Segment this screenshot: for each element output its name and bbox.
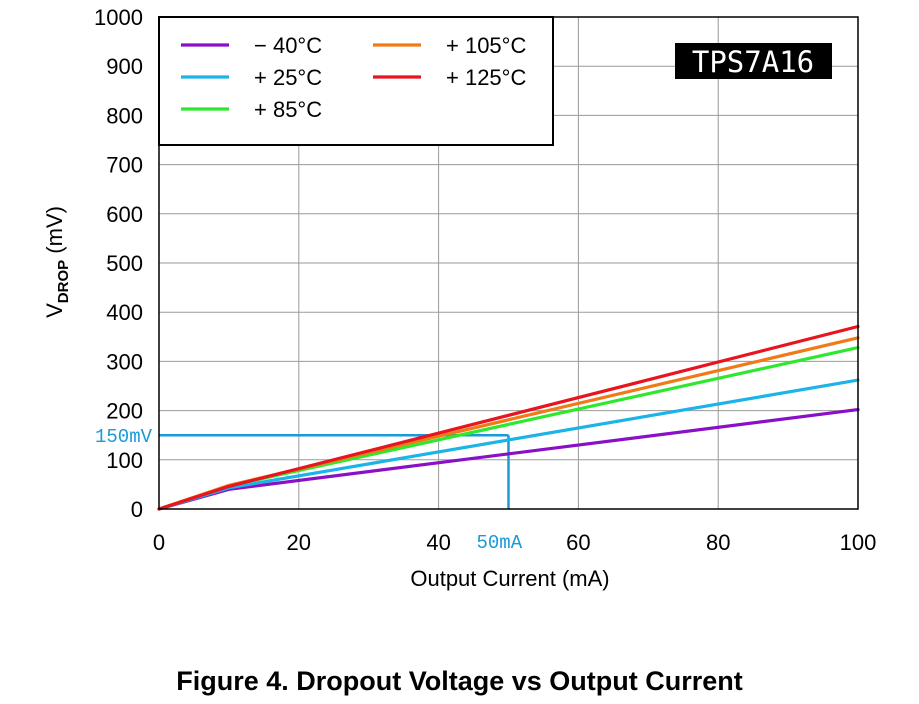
x-tick-label: 80 [706, 530, 730, 555]
y-axis-label: VDROP (mV) [42, 206, 72, 318]
y-axis-label-main: V [42, 303, 67, 318]
chip-badge: TPS7A16 [675, 43, 832, 79]
figure-caption: Figure 4. Dropout Voltage vs Output Curr… [176, 666, 743, 696]
legend-entry-label: + 105°C [446, 33, 526, 58]
y-axis-label-sub: DROP [55, 260, 72, 303]
badge-box [675, 43, 832, 79]
x-tick-label: 20 [287, 530, 311, 555]
x-tick-label: 40 [426, 530, 450, 555]
legend-entry-label: + 85°C [254, 97, 322, 122]
y-tick-label: 500 [106, 251, 143, 276]
legend-entry-label: − 40°C [254, 33, 322, 58]
x-axis-label: Output Current (mA) [410, 566, 609, 591]
legend: − 40°C + 25°C + 85°C + 105°C + 125°C [158, 16, 554, 146]
legend-entry-label: + 125°C [446, 65, 526, 90]
legend-box [158, 16, 554, 146]
legend-entry-label: + 25°C [254, 65, 322, 90]
annotation-label-y: 150mV [95, 426, 153, 448]
x-tick-label: 0 [153, 530, 165, 555]
annotation-label-bg [76, 424, 152, 447]
y-tick-label: 400 [106, 300, 143, 325]
y-axis-label-unit: (mV) [42, 206, 67, 260]
x-tick-label: 100 [840, 530, 877, 555]
axis-labels: Output Current (mA) VDROP (mV) [42, 206, 610, 591]
y-tick-label: 600 [106, 202, 143, 227]
annotation-label-x: 50mA [477, 532, 523, 554]
y-tick-label: 200 [106, 399, 143, 424]
y-tick-label: 700 [106, 153, 143, 178]
y-tick-label: 0 [131, 497, 143, 522]
tick-labels: 0 20 40 60 80 1000100200300400500600700800900… [94, 5, 876, 555]
series-line [157, 324, 860, 511]
y-tick-label: 300 [106, 349, 143, 374]
y-tick-label: 100 [106, 448, 143, 473]
badge-label: TPS7A16 [692, 45, 814, 79]
annotation-lines: 150mV 50mA [76, 424, 523, 554]
y-tick-label: 900 [106, 54, 143, 79]
x-tick-label: 60 [566, 530, 590, 555]
y-tick-label: 1000 [94, 5, 143, 30]
y-tick-label: 800 [106, 103, 143, 128]
series-lines [157, 324, 860, 511]
